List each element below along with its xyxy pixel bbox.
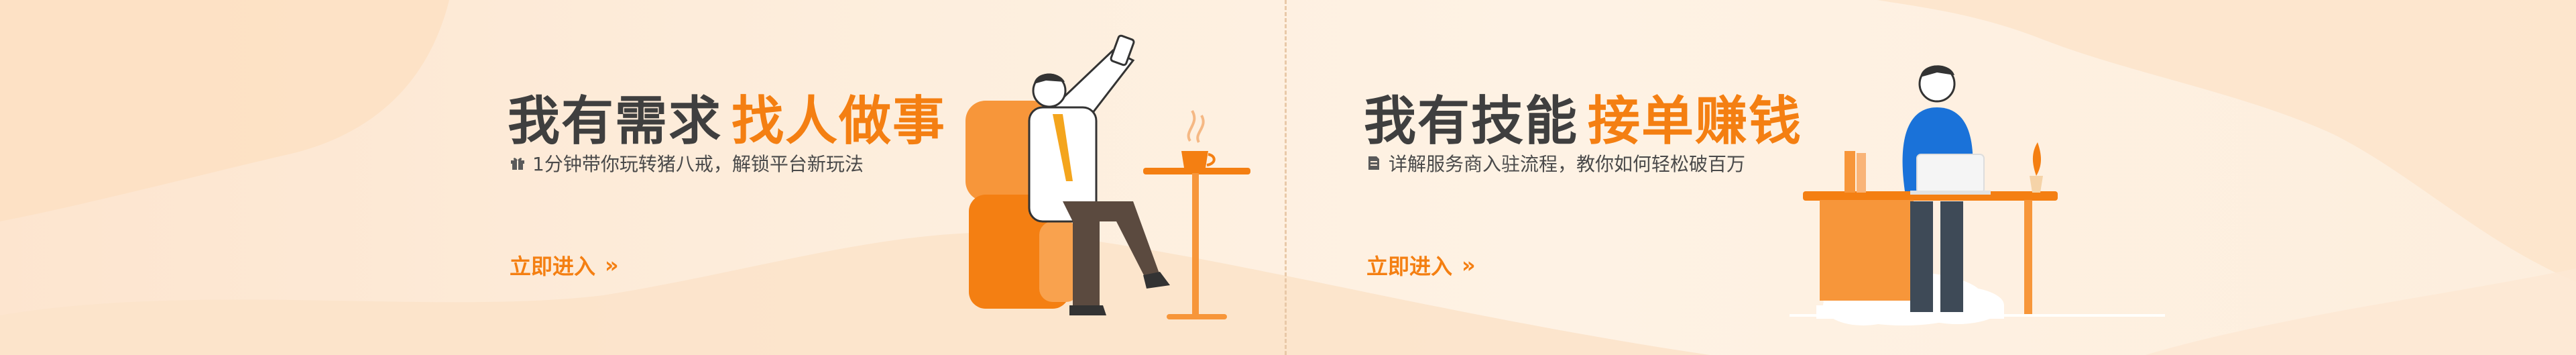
double-chevron-right-icon: » (1462, 252, 1476, 278)
man-at-desk-illustration (1790, 65, 2165, 325)
skill-title-accent: 接单赚钱 (1588, 91, 1803, 152)
demand-title-accent: 找人做事 (731, 91, 947, 152)
demand-enter-link[interactable]: 立即进入 » (510, 250, 619, 281)
skill-title-main: 我有技能 (1364, 91, 1579, 152)
skill-enter-link[interactable]: 立即进入 » (1366, 250, 1476, 281)
skill-enter-label: 立即进入 (1366, 254, 1453, 279)
demand-subtitle-text: 1分钟带你玩转猪八戒，解锁平台新玩法 (532, 153, 864, 175)
demand-panel[interactable]: 我有需求 找人做事 1分钟带你玩转猪八戒，解锁平台新玩法 立即进入 » (0, 0, 1285, 355)
skill-title: 我有技能 接单赚钱 (1364, 79, 1802, 154)
skill-subtitle: 详解服务商入驻流程，教你如何轻松破百万 (1366, 150, 1745, 176)
skill-subtitle-text: 详解服务商入驻流程，教你如何轻松破百万 (1389, 153, 1746, 175)
gift-icon (511, 158, 524, 170)
demand-title-main: 我有需求 (508, 91, 723, 152)
document-icon (1368, 156, 1379, 170)
double-chevron-right-icon: » (605, 252, 619, 278)
man-in-armchair-illustration (965, 34, 1250, 319)
panel-divider (1285, 0, 1287, 355)
demand-subtitle: 1分钟带你玩转猪八戒，解锁平台新玩法 (510, 150, 864, 176)
demand-title: 我有需求 找人做事 (508, 79, 946, 154)
demand-enter-label: 立即进入 (510, 254, 596, 279)
skill-panel[interactable]: 我有技能 接单赚钱 详解服务商入驻流程，教你如何轻松破百万 立即进入 » (1287, 0, 2576, 355)
